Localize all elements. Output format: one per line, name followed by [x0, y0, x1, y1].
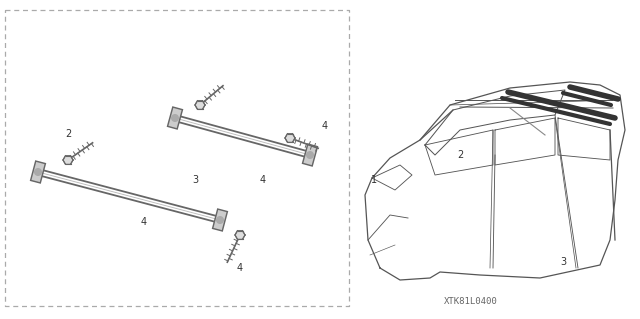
Polygon shape	[212, 209, 227, 231]
Polygon shape	[168, 107, 182, 129]
Circle shape	[35, 168, 42, 175]
Text: 3: 3	[192, 175, 198, 185]
Text: 4: 4	[322, 121, 328, 131]
Text: 4: 4	[259, 175, 266, 185]
Polygon shape	[285, 134, 295, 142]
Text: 2: 2	[65, 129, 72, 139]
Circle shape	[172, 115, 179, 122]
Text: XTK81L0400: XTK81L0400	[444, 297, 497, 306]
Text: 4: 4	[237, 263, 243, 273]
Polygon shape	[31, 161, 45, 183]
Circle shape	[216, 217, 223, 224]
Polygon shape	[63, 156, 73, 164]
Text: 3: 3	[560, 256, 566, 267]
Polygon shape	[235, 231, 245, 239]
Circle shape	[307, 152, 314, 159]
Polygon shape	[303, 144, 317, 166]
Text: 1: 1	[371, 175, 378, 185]
Polygon shape	[195, 101, 205, 109]
Text: 4: 4	[141, 217, 147, 227]
Text: 2: 2	[458, 150, 464, 160]
